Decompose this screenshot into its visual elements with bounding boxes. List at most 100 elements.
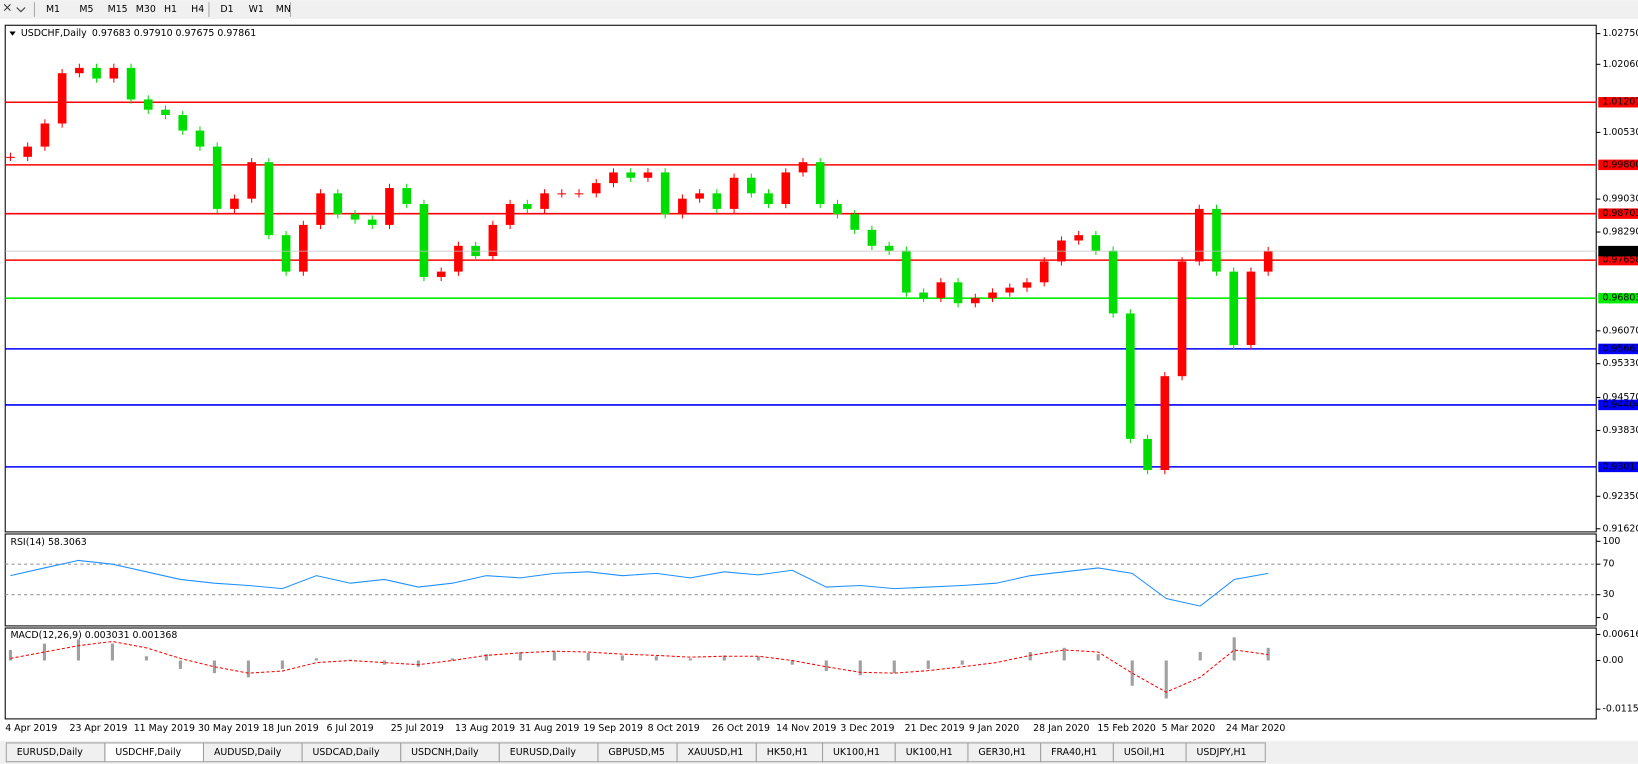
macd-signal-line [10,640,1269,693]
y-tick-label: 70 [1602,559,1614,570]
level-label: 0.97658 [1602,255,1638,266]
candle-body [1194,208,1204,262]
candle-body [1108,250,1118,314]
level-label: 0.94404 [1602,399,1638,410]
candle-body [643,172,653,178]
candle-body [523,204,532,209]
chart-tab[interactable] [1185,742,1266,763]
candle-body [609,172,618,184]
x-tick-label: 8 Oct 2019 [648,723,700,734]
y-tick-label: 0.93830 [1602,425,1638,436]
symbol-title: USDCHF,Daily [21,28,87,39]
chart-tab-label[interactable]: FRA40,H1 [1051,747,1097,758]
candle-body [161,109,170,116]
timeframe-button[interactable]: M5 [79,4,93,15]
chart-tab-label[interactable]: USDJPY,H1 [1197,747,1247,758]
chart-tab-label[interactable]: HK50,H1 [767,747,808,758]
candle-body [626,172,636,178]
x-tick-label: 31 Aug 2019 [519,723,579,734]
candle-body [385,187,394,225]
candle-body [1246,271,1256,346]
candle-body [350,214,360,220]
toolbar-dropdown[interactable] [16,7,26,13]
candle-body [867,229,877,246]
chart-tab-label[interactable]: GBPUSD,M5 [608,747,665,758]
macd-title: MACD(12,26,9) 0.003031 0.001368 [10,630,177,641]
candle-body [850,214,859,230]
candle-body [1022,282,1032,288]
level-label-bg [1598,461,1638,473]
candle-body [833,204,842,215]
y-tick-label: 0.91620 [1602,523,1638,534]
timeframe-button[interactable]: M15 [108,4,128,15]
x-tick-label: 6 Jul 2019 [326,723,373,734]
y-tick-label: 0 [1602,612,1608,623]
y-tick-label: 1.00530 [1602,127,1638,138]
timeframe-button[interactable]: M30 [136,4,156,15]
candle-body [1229,271,1239,346]
candle-body [109,67,119,79]
candle-body [936,282,946,298]
chart-tab-label[interactable]: UK100,H1 [906,747,953,758]
level-label-bg [1598,254,1638,266]
x-tick-label: 24 Mar 2020 [1226,723,1286,734]
chart-tab-label[interactable]: EURUSD,Daily [510,747,577,758]
timeframe-button[interactable]: H1 [164,4,177,15]
macd-panel [4,627,1597,720]
chart-tab-label[interactable]: UK100,H1 [833,747,880,758]
candle-body [264,162,274,236]
candle-body [540,193,549,209]
y-tick-label: 30 [1602,589,1614,600]
candle-body [75,67,84,74]
timeframe-button[interactable]: W1 [249,4,264,15]
y-tick-label: 0.94570 [1602,392,1638,403]
candle-body [333,193,343,215]
x-tick-label: 15 Feb 2020 [1097,723,1155,734]
candle-body [6,156,15,158]
level-label: 1.01207 [1602,97,1638,108]
timeframe-button[interactable]: D1 [220,4,233,15]
candle-body [729,177,739,209]
level-label-bg [1598,159,1638,171]
chart-tab-label[interactable]: USDCNH,Daily [411,747,479,758]
level-label-bg [1598,208,1638,219]
y-tick-label: 1.02060 [1602,59,1638,70]
candle-body [798,162,808,173]
chart-tab-label[interactable]: EURUSD,Daily [17,747,84,758]
toolbar [0,0,1638,19]
y-tick-label: 1.02750 [1602,28,1638,39]
timeframe-button[interactable]: H4 [191,4,204,15]
chart-tab-label[interactable]: XAUUSD,H1 [688,747,744,758]
timeframe-button[interactable]: MN [276,4,291,15]
candle-body [884,245,894,251]
candle-body [1263,251,1273,272]
x-tick-label: 19 Sep 2019 [583,723,643,734]
level-label: 0.95663 [1602,343,1638,354]
level-label: 0.98703 [1602,208,1638,219]
price-panel [4,24,1597,533]
x-tick-label: 5 Mar 2020 [1162,723,1216,734]
x-tick-label: 14 Nov 2019 [776,723,836,734]
level-label-bg [1598,399,1638,411]
timeframe-button[interactable]: M1 [46,4,60,15]
candle-body [660,172,670,215]
chart-tab-label[interactable]: USOil,H1 [1124,747,1165,758]
candle-body [695,193,704,199]
x-tick-label: 30 May 2019 [198,723,259,734]
candle-body [712,193,722,209]
drawing-layer: M1 M5 M15 M30 H1 H4 D1 W1 MN 1.02750 1.02060 1.0053… [5,4,1638,763]
chart-tab-label[interactable]: AUDUSD,Daily [214,747,282,758]
last-price-bg [1598,245,1638,257]
candle-body [591,183,601,194]
candle-body [92,67,101,79]
chart-tab-label[interactable]: GER30,H1 [978,747,1026,758]
y-tick-label: 0.006167 [1602,629,1638,640]
chart-tab-label[interactable]: USDCAD,Daily [313,747,380,758]
chart-tab-label[interactable]: USDCHF,Daily [115,747,181,758]
symbol-menu-icon[interactable] [9,31,16,36]
candle-body [454,245,463,272]
candle-body [178,115,188,131]
candle-body [367,219,377,225]
candle-body [57,73,67,124]
toolbar-icon[interactable] [3,3,11,11]
